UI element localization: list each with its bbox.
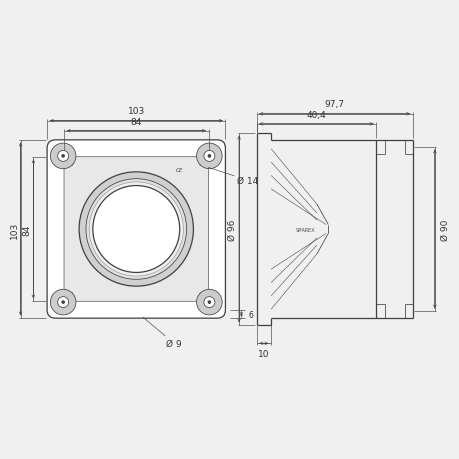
Text: Ø 96: Ø 96	[227, 219, 236, 240]
Text: Ø 90: Ø 90	[440, 219, 449, 240]
Text: CE: CE	[175, 168, 183, 173]
Circle shape	[207, 155, 211, 158]
Text: SPAREX: SPAREX	[295, 227, 314, 232]
Circle shape	[57, 151, 68, 162]
Text: 103: 103	[10, 221, 19, 238]
Circle shape	[61, 155, 65, 158]
Text: 6: 6	[248, 310, 252, 319]
Text: 84: 84	[22, 224, 31, 235]
Text: Ø 14: Ø 14	[208, 168, 257, 185]
Text: 10: 10	[257, 349, 269, 358]
Circle shape	[86, 179, 186, 280]
Circle shape	[207, 301, 211, 304]
Text: 40,4: 40,4	[306, 111, 325, 120]
Circle shape	[50, 290, 76, 315]
Circle shape	[196, 144, 222, 169]
Circle shape	[89, 183, 183, 276]
Circle shape	[203, 151, 214, 162]
Circle shape	[61, 301, 65, 304]
Text: 103: 103	[127, 107, 145, 116]
Circle shape	[57, 297, 68, 308]
Circle shape	[79, 173, 193, 286]
Circle shape	[196, 290, 222, 315]
Text: 84: 84	[130, 118, 142, 127]
Text: Ø 9: Ø 9	[143, 318, 181, 348]
FancyBboxPatch shape	[64, 157, 208, 302]
FancyBboxPatch shape	[47, 140, 225, 319]
Circle shape	[50, 144, 76, 169]
Circle shape	[93, 186, 179, 273]
Text: 97,7: 97,7	[324, 100, 344, 109]
Circle shape	[203, 297, 214, 308]
